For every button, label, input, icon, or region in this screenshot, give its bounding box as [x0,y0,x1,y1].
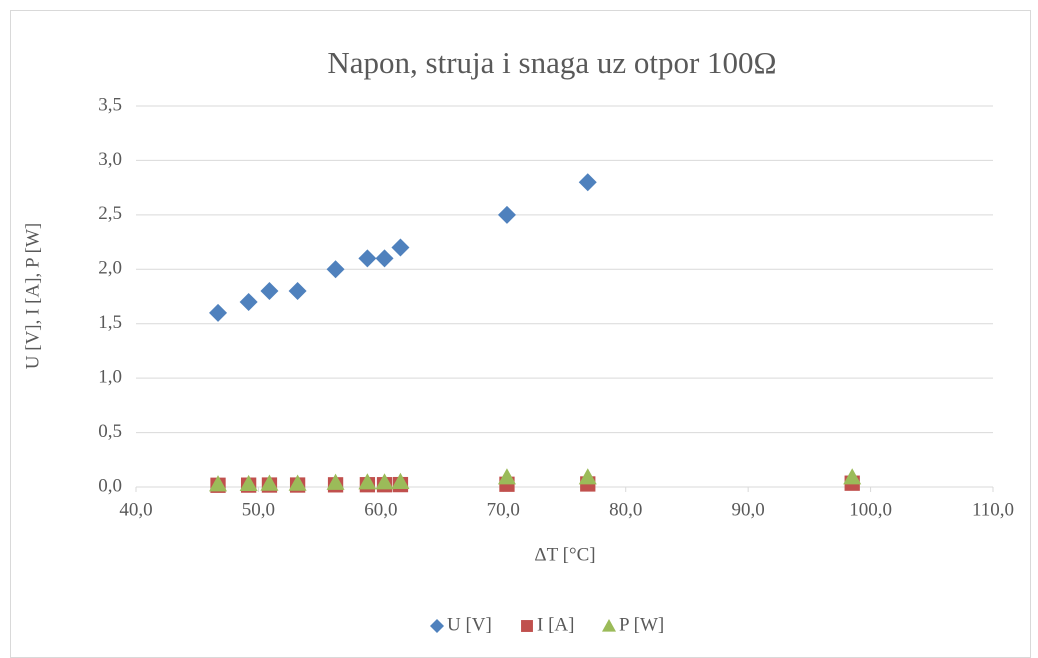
marker [260,474,279,491]
marker [239,474,258,492]
y-tick-label: 2,0 [98,258,122,279]
marker [497,205,516,224]
marker [602,619,616,632]
y-tick-label: 0,5 [98,421,122,442]
marker [430,619,444,633]
marker [375,249,394,268]
marker [288,282,307,301]
x-tick-label: 110,0 [972,499,1014,520]
y-tick-label: 3,0 [98,149,122,170]
x-tick-label: 100,0 [849,499,892,520]
chart-title: Napon, struja i snaga uz otpor 100Ω [327,45,776,80]
chart-border [10,10,1031,658]
marker [521,620,533,632]
marker [209,475,228,492]
y-tick-label: 0,0 [98,475,122,496]
marker [843,468,862,485]
x-tick-label: 80,0 [609,499,642,520]
marker [391,472,410,489]
legend-label: I [A] [537,614,574,635]
marker [239,292,258,311]
marker [578,173,597,192]
legend-label: P [W] [619,614,664,635]
y-tick-label: 3,5 [98,94,122,115]
marker [326,260,345,279]
marker [578,468,597,485]
y-axis-label: U [V], I [A], P [W] [22,223,43,370]
y-tick-label: 1,5 [98,312,122,333]
x-tick-label: 40,0 [119,499,152,520]
y-tick-label: 1,0 [98,367,122,388]
marker [288,474,307,491]
legend-item: P [W] [602,614,664,635]
marker [375,473,394,490]
marker [497,468,516,485]
x-tick-label: 50,0 [242,499,275,520]
legend-label: U [V] [447,614,492,635]
marker [358,249,377,268]
x-tick-label: 60,0 [364,499,397,520]
y-tick-label: 2,5 [98,203,122,224]
legend-item: U [V] [430,614,492,635]
marker [358,473,377,490]
marker [391,238,410,257]
x-tick-label: 70,0 [487,499,520,520]
legend-item: I [A] [521,614,574,635]
marker [260,282,279,301]
x-tick-label: 90,0 [732,499,765,520]
x-axis-label: ΔT [°C] [534,544,595,565]
marker [209,303,228,322]
marker [326,473,345,490]
